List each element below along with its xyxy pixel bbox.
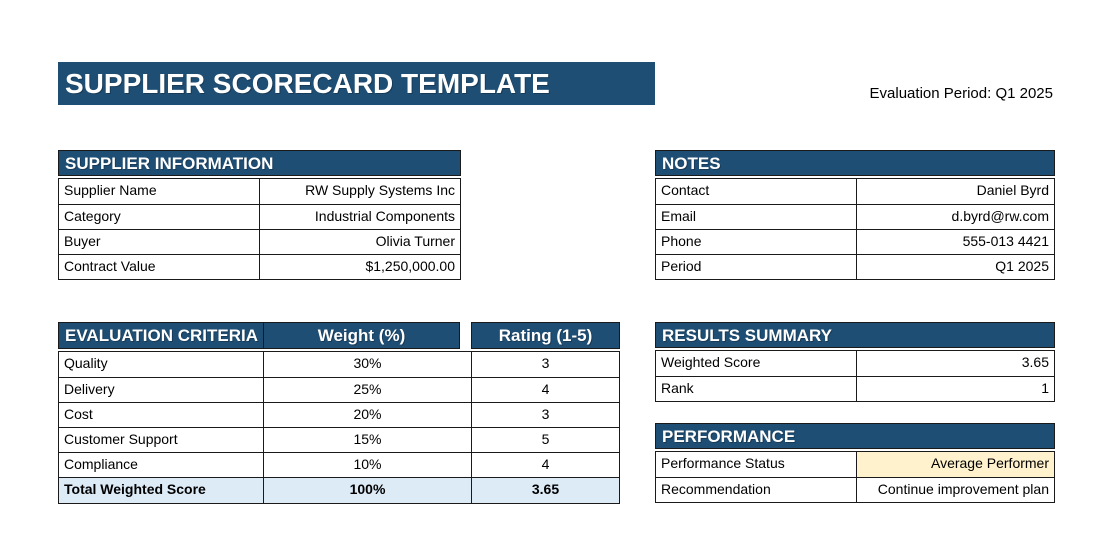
weight-cell[interactable]: 15% — [263, 428, 471, 452]
weight-column-header: Weight (%) — [263, 322, 460, 349]
contact-value[interactable]: Daniel Byrd — [856, 179, 1054, 204]
category-value[interactable]: Industrial Components — [259, 205, 460, 229]
weight-cell[interactable]: 10% — [263, 453, 471, 477]
performance-table: PERFORMANCE Performance Status Average P… — [655, 423, 1055, 503]
table-row: Category Industrial Components — [59, 204, 460, 229]
page-title: SUPPLIER SCORECARD TEMPLATE — [65, 67, 550, 99]
buyer-label[interactable]: Buyer — [64, 233, 101, 249]
notes-header: NOTES — [655, 150, 1055, 176]
total-weight-cell[interactable]: 100% — [263, 478, 471, 503]
results-summary-table: RESULTS SUMMARY Weighted Score 3.65 Rank… — [655, 322, 1055, 402]
total-score-cell[interactable]: 3.65 — [471, 478, 619, 503]
phone-value[interactable]: 555-013 4421 — [856, 230, 1054, 254]
total-weighted-score-row: Total Weighted Score 100% 3.65 — [59, 477, 619, 503]
table-row: Period Q1 2025 — [656, 254, 1054, 279]
table-row: Cost 20% 3 — [59, 402, 619, 427]
criterion-cell[interactable]: Quality — [64, 355, 108, 371]
table-row: Supplier Name RW Supply Systems Inc — [59, 179, 460, 204]
email-label[interactable]: Email — [661, 208, 697, 224]
performance-status-value[interactable]: Average Performer — [856, 452, 1054, 477]
buyer-value[interactable]: Olivia Turner — [259, 230, 460, 254]
evaluation-criteria-header-row: EVALUATION CRITERIA Weight (%) Rating (1… — [58, 322, 620, 349]
recommendation-label[interactable]: Recommendation — [661, 481, 771, 497]
criterion-cell[interactable]: Delivery — [64, 381, 115, 397]
period-label[interactable]: Period — [661, 258, 702, 274]
table-row: Customer Support 15% 5 — [59, 427, 619, 452]
table-row: Contact Daniel Byrd — [656, 179, 1054, 204]
weight-cell[interactable]: 20% — [263, 403, 471, 427]
table-row: Buyer Olivia Turner — [59, 229, 460, 254]
supplier-name-value[interactable]: RW Supply Systems Inc — [259, 179, 460, 204]
performance-status-row: Performance Status Average Performer — [656, 452, 1054, 477]
recommendation-row: Recommendation Continue improvement plan — [656, 477, 1054, 502]
title-banner: SUPPLIER SCORECARD TEMPLATE — [58, 62, 655, 105]
weight-cell[interactable]: 30% — [263, 352, 471, 377]
email-value[interactable]: d.byrd@rw.com — [856, 205, 1054, 229]
criteria-column-header: EVALUATION CRITERIA — [58, 322, 263, 349]
rating-cell[interactable]: 3 — [471, 403, 619, 427]
rank-label[interactable]: Rank — [661, 380, 694, 396]
supplier-information-body: Supplier Name RW Supply Systems Inc Cate… — [58, 178, 461, 280]
notes-body: Contact Daniel Byrd Email d.byrd@rw.com … — [655, 178, 1055, 280]
weighted-score-label[interactable]: Weighted Score — [661, 354, 761, 370]
results-summary-body: Weighted Score 3.65 Rank 1 — [655, 350, 1055, 402]
rating-cell[interactable]: 3 — [471, 352, 619, 377]
rating-cell[interactable]: 5 — [471, 428, 619, 452]
weighted-score-value[interactable]: 3.65 — [856, 351, 1054, 376]
rating-column-header: Rating (1-5) — [471, 322, 620, 349]
criterion-cell[interactable]: Customer Support — [64, 431, 178, 447]
evaluation-period-label: Evaluation Period: Q1 2025 — [869, 85, 1053, 102]
contract-value-label[interactable]: Contract Value — [64, 258, 156, 274]
notes-table: NOTES Contact Daniel Byrd Email d.byrd@r… — [655, 150, 1055, 280]
table-row: Delivery 25% 4 — [59, 377, 619, 402]
table-row: Contract Value $1,250,000.00 — [59, 254, 460, 279]
header-gap — [460, 322, 471, 349]
contact-label[interactable]: Contact — [661, 182, 710, 198]
performance-status-label[interactable]: Performance Status — [661, 455, 785, 471]
supplier-name-label[interactable]: Supplier Name — [64, 182, 157, 198]
rating-cell[interactable]: 4 — [471, 453, 619, 477]
table-row: Quality 30% 3 — [59, 352, 619, 377]
weight-cell[interactable]: 25% — [263, 378, 471, 402]
evaluation-criteria-body: Quality 30% 3 Delivery 25% 4 Cost 20% 3 … — [58, 351, 620, 504]
phone-label[interactable]: Phone — [661, 233, 702, 249]
rating-cell[interactable]: 4 — [471, 378, 619, 402]
table-row: Weighted Score 3.65 — [656, 351, 1054, 376]
rank-value[interactable]: 1 — [856, 377, 1054, 401]
performance-header: PERFORMANCE — [655, 423, 1055, 449]
table-row: Phone 555-013 4421 — [656, 229, 1054, 254]
criterion-cell[interactable]: Cost — [64, 406, 93, 422]
performance-body: Performance Status Average Performer Rec… — [655, 451, 1055, 503]
recommendation-value[interactable]: Continue improvement plan — [856, 478, 1054, 502]
table-row: Rank 1 — [656, 376, 1054, 401]
category-label[interactable]: Category — [64, 208, 121, 224]
contract-value-value[interactable]: $1,250,000.00 — [259, 255, 460, 279]
criterion-cell[interactable]: Compliance — [64, 456, 138, 472]
evaluation-criteria-table: EVALUATION CRITERIA Weight (%) Rating (1… — [58, 322, 620, 504]
total-label-cell[interactable]: Total Weighted Score — [64, 481, 206, 497]
period-value[interactable]: Q1 2025 — [856, 255, 1054, 279]
supplier-information-header: SUPPLIER INFORMATION — [58, 150, 461, 176]
supplier-information-table: SUPPLIER INFORMATION Supplier Name RW Su… — [58, 150, 461, 280]
table-row: Email d.byrd@rw.com — [656, 204, 1054, 229]
results-summary-header: RESULTS SUMMARY — [655, 322, 1055, 348]
table-row: Compliance 10% 4 — [59, 452, 619, 477]
